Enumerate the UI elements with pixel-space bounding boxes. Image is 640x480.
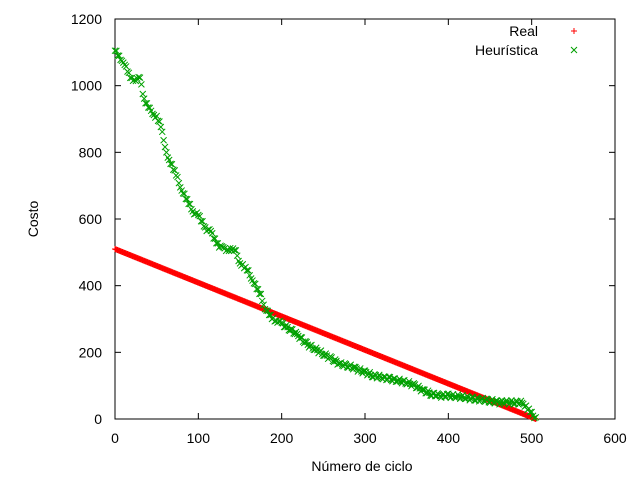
y-tick-label: 400 <box>79 278 103 294</box>
heuristica-point <box>528 408 536 416</box>
x-tick-label: 0 <box>111 430 119 446</box>
heuristica-point <box>161 143 169 151</box>
heuristica-point <box>167 160 174 168</box>
heuristica-point <box>292 328 300 336</box>
y-tick-label: 600 <box>79 211 103 227</box>
heuristica-point <box>265 311 273 319</box>
heuristica-point <box>113 47 120 55</box>
heuristica-point <box>169 166 177 174</box>
heuristica-point <box>208 229 216 237</box>
heuristica-point <box>174 173 181 181</box>
heuristica-point <box>138 81 145 88</box>
heuristica-point <box>183 195 191 203</box>
heuristica-point <box>411 381 419 388</box>
y-axis: 0 200 400 600 800 1000 1200 <box>71 11 615 427</box>
legend-marker-real <box>571 28 577 34</box>
heuristica-point <box>244 267 252 274</box>
x-tick-label: 400 <box>437 430 461 446</box>
heuristica-point <box>260 301 267 309</box>
heuristica-point <box>139 90 147 98</box>
heuristica-point <box>231 246 238 254</box>
heuristica-point <box>233 252 241 260</box>
legend-cross-icon <box>570 46 578 54</box>
heuristica-point <box>179 189 187 197</box>
heuristica-point <box>328 354 336 361</box>
heuristica-point <box>111 47 119 55</box>
heuristica-point <box>171 167 179 174</box>
legend-marker-heuristica <box>570 46 578 54</box>
heuristica-point <box>375 371 383 379</box>
x-axis: 0 100 200 300 400 500 600 <box>111 19 627 446</box>
heuristica-point <box>165 156 173 164</box>
heuristica-point <box>232 246 240 254</box>
heuristica-point <box>158 128 166 136</box>
heuristica-point <box>258 297 266 305</box>
heuristica-point <box>243 267 251 274</box>
legend-label-real: Real <box>509 23 538 39</box>
legend: Real Heurística <box>475 23 578 58</box>
heuristica-point <box>254 285 262 293</box>
x-tick-label: 600 <box>603 430 627 446</box>
heuristica-point <box>115 52 123 60</box>
heuristica-point <box>199 217 206 225</box>
y-tick-label: 800 <box>79 144 103 160</box>
heuristica-point <box>308 341 315 349</box>
heuristica-point <box>287 325 295 333</box>
y-axis-label: Costo <box>25 201 41 238</box>
y-tick-label: 200 <box>79 344 103 360</box>
heuristica-point <box>182 195 190 203</box>
heuristica-point <box>163 149 170 156</box>
legend-label-heuristica: Heurística <box>475 42 538 58</box>
heuristica-point <box>257 290 265 298</box>
heuristica-point <box>114 52 122 59</box>
x-axis-label: Número de ciclo <box>311 458 412 474</box>
heuristica-point <box>197 217 205 225</box>
x-tick-label: 300 <box>353 430 377 446</box>
heuristica-point <box>279 320 287 327</box>
x-tick-label: 500 <box>520 430 544 446</box>
heuristica-point <box>264 307 272 315</box>
heuristica-point <box>210 235 217 242</box>
heuristica-point <box>185 200 192 208</box>
series-heuristica-points <box>111 47 540 422</box>
heuristica-point <box>181 190 188 198</box>
x-tick-label: 100 <box>187 430 211 446</box>
heuristica-point <box>153 112 161 120</box>
heuristica-point <box>175 179 183 187</box>
plot-frame <box>114 18 616 420</box>
y-tick-label: 0 <box>94 411 102 427</box>
heuristica-point <box>154 117 162 125</box>
y-tick-label: 1000 <box>71 78 102 94</box>
legend-plus-icon <box>571 28 577 34</box>
heuristica-point <box>253 285 261 293</box>
heuristica-point <box>250 280 258 287</box>
heuristica-point <box>160 136 167 144</box>
x-tick-label: 200 <box>270 430 294 446</box>
heuristica-point <box>251 280 259 288</box>
heuristica-point <box>213 239 220 247</box>
heuristica-point <box>211 235 219 242</box>
heuristica-point <box>186 200 194 208</box>
heuristica-point <box>143 99 151 107</box>
heuristica-point <box>526 408 534 416</box>
heuristica-point <box>125 69 133 77</box>
heuristica-point <box>297 333 305 341</box>
heuristica-point <box>122 63 130 70</box>
heuristica-point <box>168 160 176 168</box>
heuristica-point <box>256 290 263 298</box>
heuristica-point <box>136 74 144 82</box>
heuristica-point <box>140 95 148 102</box>
heuristica-point <box>135 73 142 81</box>
heuristica-point <box>532 413 540 421</box>
heuristica-point <box>157 123 165 131</box>
heuristica-point <box>156 118 163 125</box>
y-tick-label: 1200 <box>71 11 102 27</box>
heuristica-point <box>196 212 204 220</box>
